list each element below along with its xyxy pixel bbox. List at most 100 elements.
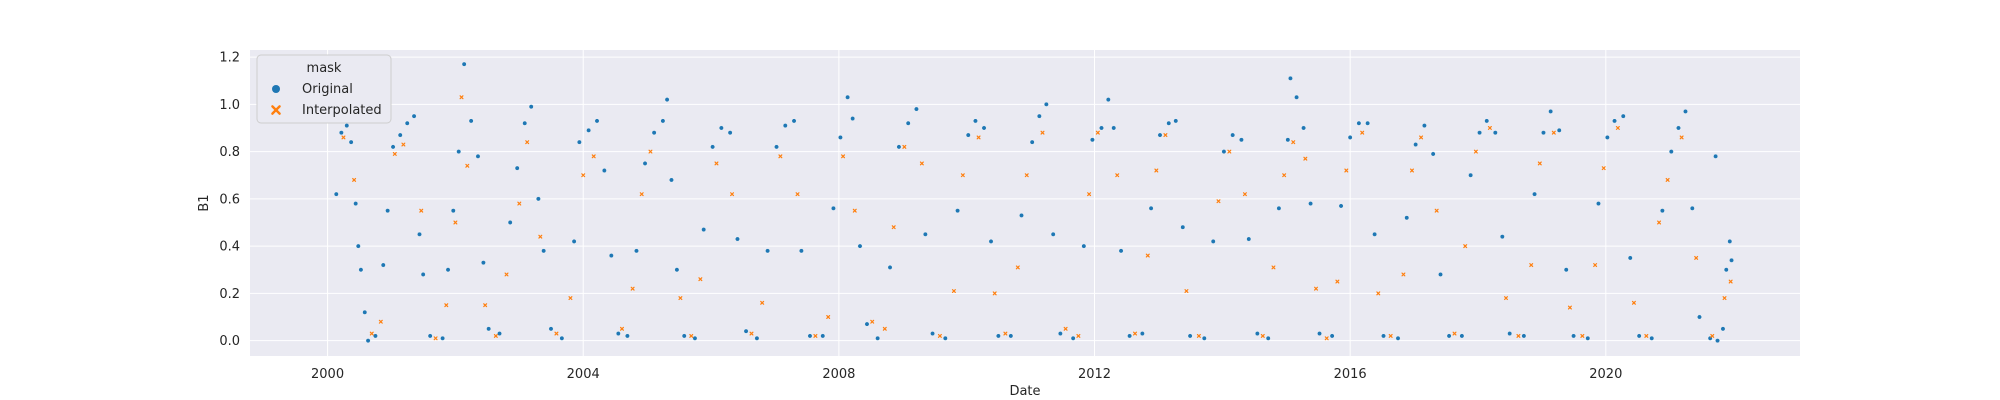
interpolated-point: [483, 303, 488, 308]
original-point: [660, 118, 666, 124]
original-point: [468, 118, 474, 124]
legend-original-marker: [272, 85, 280, 93]
original-point: [765, 248, 770, 254]
original-point: [1008, 333, 1014, 339]
original-point: [1404, 215, 1410, 221]
original-point: [1036, 113, 1042, 119]
interpolated-point: [341, 135, 346, 140]
interpolated-point: [1154, 168, 1159, 173]
interpolated-point: [882, 326, 887, 331]
original-point: [718, 125, 724, 131]
y-tick-label: 1.2: [219, 51, 240, 66]
original-point: [1596, 201, 1601, 206]
original-point: [445, 267, 451, 273]
original-point: [461, 61, 467, 67]
interpolated-point: [826, 315, 831, 320]
original-point: [456, 149, 462, 155]
interpolated-point: [1216, 199, 1221, 204]
original-point: [1338, 203, 1344, 209]
interpolated-point: [1631, 300, 1636, 305]
original-point: [1308, 201, 1313, 206]
y-tick-label: 1.0: [219, 98, 240, 113]
original-point: [1585, 335, 1591, 341]
interpolated-point: [1115, 173, 1120, 178]
legend-interpolated-marker: [271, 105, 281, 115]
original-point: [1081, 243, 1087, 249]
original-point: [1285, 137, 1291, 143]
original-point: [1347, 135, 1353, 140]
interpolated-point: [1710, 333, 1715, 338]
interpolated-point: [525, 140, 530, 145]
original-point: [576, 139, 582, 145]
interpolated-point: [795, 192, 800, 197]
interpolated-point: [919, 161, 924, 166]
original-point: [942, 335, 948, 341]
original-point: [774, 144, 779, 150]
legend-interpolated-label: Interpolated: [302, 103, 382, 118]
original-point: [864, 321, 870, 327]
original-point: [981, 125, 987, 131]
original-point: [955, 208, 960, 214]
original-point: [1413, 142, 1419, 147]
original-point: [1395, 335, 1401, 341]
interpolated-point: [444, 303, 449, 308]
original-point: [1532, 191, 1537, 197]
interpolated-point: [1419, 135, 1424, 140]
original-point: [1127, 333, 1133, 339]
interpolated-point: [951, 289, 956, 294]
original-point: [845, 94, 850, 100]
original-point: [1057, 331, 1063, 336]
original-point: [1612, 118, 1617, 124]
interpolated-point: [1242, 192, 1247, 197]
original-point: [594, 118, 600, 124]
tick-labels: 2000 2004 2008 2012 2016 2020 0.0 0.2 0.4 0.6 0.8 1…: [219, 51, 1622, 382]
original-point: [1365, 120, 1371, 126]
interpolated-point: [1015, 265, 1020, 270]
interpolated-point: [1360, 130, 1365, 135]
original-point: [353, 201, 359, 206]
interpolated-point: [1615, 125, 1620, 130]
original-point: [1727, 238, 1733, 244]
interpolated-point: [392, 151, 397, 156]
original-point: [1288, 75, 1293, 81]
original-point: [358, 267, 364, 273]
original-point: [559, 335, 565, 341]
interpolated-point: [1040, 130, 1045, 135]
original-point: [1148, 205, 1154, 211]
original-point: [615, 331, 621, 336]
original-point: [973, 118, 978, 124]
interpolated-point: [976, 135, 981, 140]
original-point: [634, 248, 639, 254]
original-point: [791, 118, 797, 124]
interpolated-point: [1679, 135, 1684, 140]
y-tick-label: 0.4: [219, 240, 240, 255]
original-point: [625, 333, 630, 339]
y-tick-label: 0.0: [219, 334, 240, 349]
original-point: [1484, 118, 1490, 124]
interpolated-point: [1291, 140, 1296, 145]
original-point: [1604, 135, 1610, 140]
original-point: [1187, 333, 1193, 339]
original-point: [571, 238, 577, 244]
original-point: [1689, 205, 1695, 211]
original-point: [1636, 333, 1642, 339]
original-point: [365, 338, 371, 344]
original-point: [380, 262, 386, 268]
interpolated-point: [378, 319, 383, 324]
original-point: [1556, 127, 1562, 133]
interpolated-point: [459, 95, 464, 100]
original-point: [1620, 113, 1626, 119]
interpolated-point: [813, 333, 818, 338]
original-point: [1720, 326, 1726, 332]
x-tick-label: 2020: [1589, 367, 1622, 382]
original-point: [669, 177, 674, 183]
original-point: [807, 333, 813, 339]
interpolated-point: [1665, 177, 1670, 182]
interpolated-point: [778, 154, 783, 159]
original-point: [1446, 333, 1452, 339]
interpolated-point: [1593, 263, 1598, 268]
interpolated-point: [1401, 272, 1406, 277]
original-point: [1422, 123, 1427, 129]
original-point: [475, 153, 481, 159]
interpolated-point: [591, 154, 596, 159]
